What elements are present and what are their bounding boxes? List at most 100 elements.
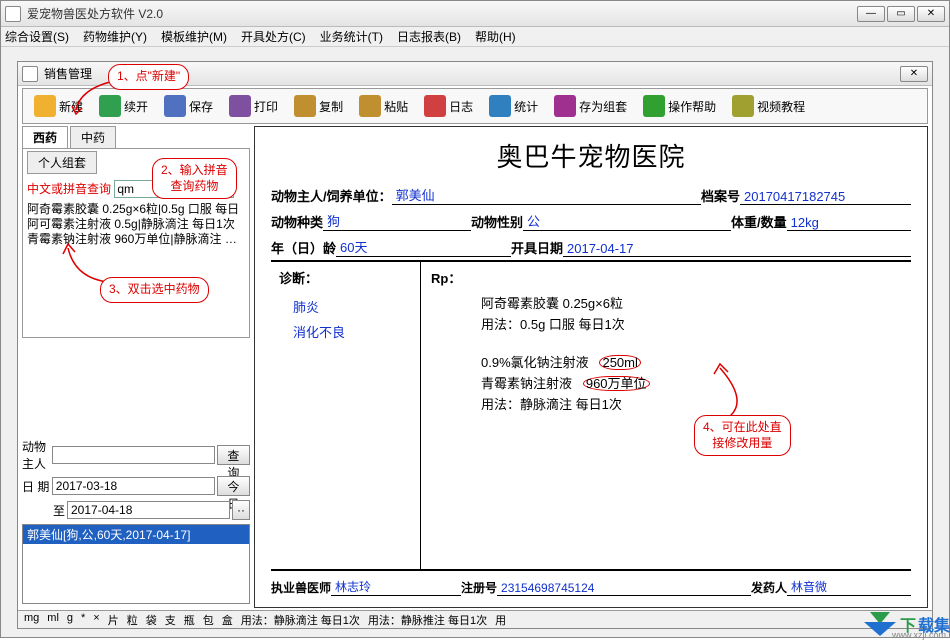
toolbar-icon (359, 95, 381, 117)
rp-line[interactable]: 阿奇霉素胶囊 0.25g×6粒 (481, 293, 901, 312)
tab-chinese[interactable]: 中药 (70, 126, 116, 148)
rp-line[interactable]: 用法：静脉滴注 每日1次 (481, 394, 901, 413)
toolbar-icon (732, 95, 754, 117)
toolbar-icon (99, 95, 121, 117)
rp-column[interactable]: Rp： 阿奇霉素胶囊 0.25g×6粒 用法：0.5g 口服 每日1次 0.9%… (421, 262, 911, 569)
tab-western[interactable]: 西药 (22, 126, 68, 148)
status-token[interactable]: ml (47, 612, 59, 627)
maximize-button[interactable]: ▭ (887, 6, 915, 22)
status-token[interactable]: 用法：静脉推注 每日1次 (368, 612, 487, 627)
toolbar-粘贴[interactable]: 粘贴 (352, 92, 415, 120)
toolbar-打印[interactable]: 打印 (222, 92, 285, 120)
drug-item[interactable]: 青霉素钠注射液 960万单位|静脉滴注 每日 (27, 232, 245, 247)
status-token[interactable]: 粒 (127, 612, 138, 627)
toolbar-icon (229, 95, 251, 117)
menubar: 综合设置(S) 药物维护(Y) 模板维护(M) 开具处方(C) 业务统计(T) 日志报表(… (1, 27, 949, 47)
today-button[interactable]: 今 日 (217, 476, 250, 496)
tab-body: 个人组套 中文或拼音查询 阿奇霉素胶囊 0.25g×6粒|0.5g 口服 每日阿… (22, 148, 250, 338)
status-token[interactable]: g (67, 612, 73, 627)
result-list[interactable]: 郭美仙[狗,公,60天,2017-04-17] (22, 524, 250, 604)
toolbar-存为组套[interactable]: 存为组套 (547, 92, 634, 120)
query-button[interactable]: 查 询 (217, 445, 250, 465)
sex-label: 动物性别 (471, 212, 523, 231)
diag-item[interactable]: 消化不良 (293, 322, 412, 341)
status-token[interactable]: 支 (165, 612, 176, 627)
subtab-personal[interactable]: 个人组套 (27, 151, 97, 174)
record-value[interactable]: 20170417182745 (740, 189, 911, 205)
toolbar-复制[interactable]: 复制 (287, 92, 350, 120)
menu-item[interactable]: 业务统计(T) (320, 28, 383, 45)
status-token[interactable]: 包 (203, 612, 214, 627)
issue-value[interactable]: 2017-04-17 (563, 241, 911, 257)
prescription-pane: 奥巴牛宠物医院 动物主人/饲养单位： 郭美仙 档案号 2017041718274… (254, 126, 928, 608)
owner-input[interactable] (52, 446, 215, 464)
diag-heading: 诊断： (279, 268, 412, 287)
inner-title: 销售管理 (44, 65, 898, 82)
toolbar-视频教程[interactable]: 视频教程 (725, 92, 812, 120)
toolbar-日志[interactable]: 日志 (417, 92, 480, 120)
menu-item[interactable]: 日志报表(B) (397, 28, 461, 45)
search-row: 中文或拼音查询 (23, 176, 249, 200)
toolbar-icon (554, 95, 576, 117)
rp-line[interactable]: 青霉素钠注射液 960万单位 (481, 373, 901, 392)
rp-heading: Rp： (431, 268, 901, 287)
rp-line[interactable]: 0.9%氯化钠注射液 250ml (481, 352, 901, 371)
status-token[interactable]: 片 (108, 612, 119, 627)
result-item-selected[interactable]: 郭美仙[狗,公,60天,2017-04-17] (23, 525, 249, 544)
toolbar-续开[interactable]: 续开 (92, 92, 155, 120)
owner-search-form: 动物主人 查 询 日 期 今 日 至 ·· (22, 434, 250, 608)
vet-value[interactable]: 林志玲 (331, 578, 461, 596)
toolbar-icon (34, 95, 56, 117)
age-value[interactable]: 60天 (336, 237, 511, 257)
content: 西药 中药 个人组套 中文或拼音查询 阿奇霉素胶囊 0.25g×6粒|0.5g … (18, 126, 932, 610)
header-fields: 动物主人/饲养单位： 郭美仙 档案号 20170417182745 动物种类 (271, 182, 911, 260)
owner-label: 动物主人 (22, 438, 50, 472)
minimize-button[interactable]: — (857, 6, 885, 22)
record-label: 档案号 (701, 186, 740, 205)
toolbar-icon (424, 95, 446, 117)
weight-value[interactable]: 12kg (787, 215, 911, 231)
client-area: 销售管理 ✕ 新建续开保存打印复制粘贴日志统计存为组套操作帮助视频教程 西药 中… (1, 47, 949, 637)
date-to-input[interactable] (67, 501, 230, 519)
statusbar: mgmlg * × 片粒袋支瓶包盒用法：静脉滴注 每日1次用法：静脉推注 每日1次用 (18, 610, 932, 628)
dispenser-value[interactable]: 林音微 (787, 578, 911, 596)
dispenser-label: 发药人 (751, 579, 787, 596)
status-token[interactable]: 用法：静脉滴注 每日1次 (241, 612, 360, 627)
sex-value[interactable]: 公 (523, 211, 731, 231)
status-token[interactable]: × (93, 612, 99, 627)
rp-line[interactable]: 用法：0.5g 口服 每日1次 (481, 314, 901, 333)
rp-line[interactable] (481, 335, 901, 350)
species-value[interactable]: 狗 (323, 211, 471, 231)
status-token[interactable]: mg (24, 612, 39, 627)
menu-item[interactable]: 药物维护(Y) (83, 28, 147, 45)
toolbar-保存[interactable]: 保存 (157, 92, 220, 120)
reg-value[interactable]: 23154698745124 (497, 581, 751, 596)
status-token[interactable]: 用 (495, 612, 506, 627)
search-input[interactable] (114, 180, 234, 198)
status-token[interactable]: 盒 (222, 612, 233, 627)
inner-close-button[interactable]: ✕ (900, 66, 928, 82)
drug-item[interactable]: 阿可霉素注射液 0.5g|静脉滴注 每日1次 (27, 217, 245, 232)
toolbar-操作帮助[interactable]: 操作帮助 (636, 92, 723, 120)
drug-item[interactable]: 阿奇霉素胶囊 0.25g×6粒|0.5g 口服 每日 (27, 202, 245, 217)
menu-item[interactable]: 帮助(H) (475, 28, 516, 45)
menu-item[interactable]: 综合设置(S) (5, 28, 69, 45)
app-icon (5, 6, 21, 22)
date-from-input[interactable] (52, 477, 215, 495)
menu-item[interactable]: 模板维护(M) (161, 28, 227, 45)
toolbar-icon (643, 95, 665, 117)
lookup-button[interactable]: ·· (232, 500, 250, 520)
toolbar-icon (164, 95, 186, 117)
status-token[interactable]: 瓶 (184, 612, 195, 627)
diag-item[interactable]: 肺炎 (293, 297, 412, 316)
drug-list[interactable]: 阿奇霉素胶囊 0.25g×6粒|0.5g 口服 每日阿可霉素注射液 0.5g|静… (23, 200, 249, 249)
toolbar-新建[interactable]: 新建 (27, 92, 90, 120)
close-button[interactable]: ✕ (917, 6, 945, 22)
left-pane: 西药 中药 个人组套 中文或拼音查询 阿奇霉素胶囊 0.25g×6粒|0.5g … (22, 126, 250, 608)
owner-field-value[interactable]: 郭美仙 (392, 185, 701, 205)
status-token[interactable]: * (81, 612, 85, 627)
toolbar-统计[interactable]: 统计 (482, 92, 545, 120)
status-token[interactable]: 袋 (146, 612, 157, 627)
menu-item[interactable]: 开具处方(C) (241, 28, 306, 45)
issue-label: 开具日期 (511, 238, 563, 257)
